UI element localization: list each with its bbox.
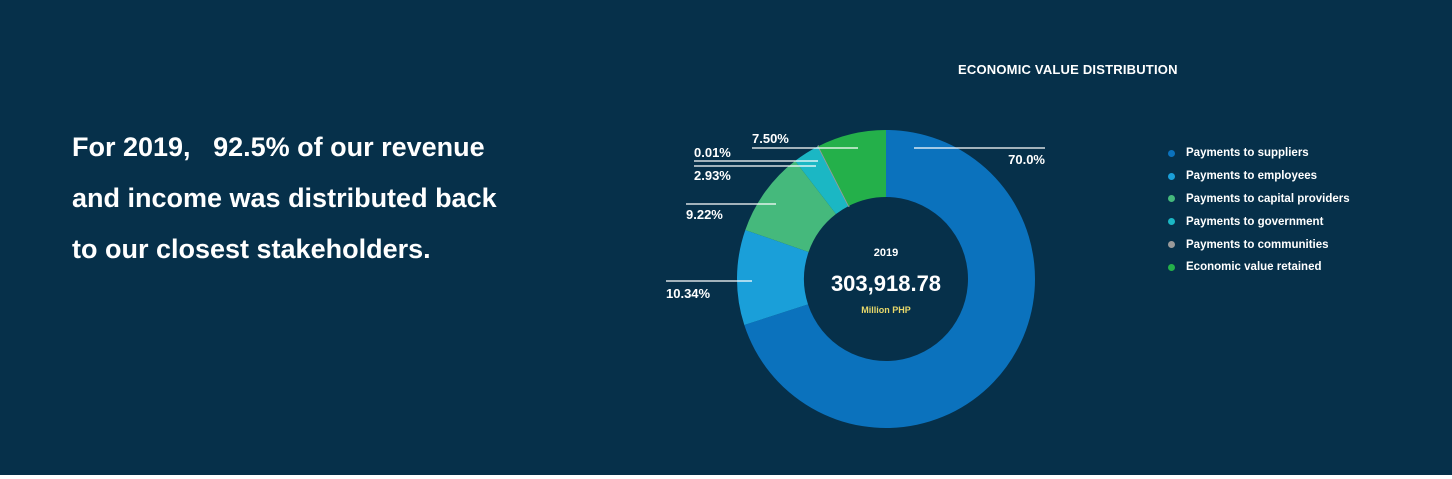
legend-item: Payments to employees <box>1168 165 1350 188</box>
legend-swatch <box>1168 149 1175 157</box>
data-label: 10.34% <box>666 286 711 301</box>
donut-slice-payments-to-government <box>795 146 849 215</box>
data-label: 9.22% <box>686 207 723 222</box>
donut-slice-payments-to-capital-providers <box>745 160 836 253</box>
center-unit-label: Million PHP <box>861 305 911 315</box>
legend-swatch <box>1168 241 1175 249</box>
donut-slices <box>737 130 1036 429</box>
donut-slice-payments-to-employees <box>737 229 809 326</box>
legend-item: Payments to government <box>1168 210 1350 233</box>
legend-label: Payments to capital providers <box>1186 192 1350 205</box>
legend-item: Economic value retained <box>1168 256 1350 279</box>
legend-swatch <box>1168 218 1175 226</box>
legend-label: Payments to employees <box>1186 170 1318 183</box>
legend-swatch <box>1168 263 1175 271</box>
legend-label: Economic value retained <box>1186 261 1322 274</box>
legend-label: Payments to government <box>1186 215 1324 228</box>
legend-swatch <box>1168 195 1175 203</box>
legend-swatch <box>1168 172 1175 180</box>
center-total-value: 303,918.78 <box>831 271 941 296</box>
headline-text: For 2019, 92.5% of our revenue and incom… <box>72 132 505 264</box>
donut-leader-lines <box>666 147 1045 282</box>
center-year-label: 2019 <box>874 247 898 259</box>
chart-legend: Payments to suppliers Payments to employe… <box>1168 142 1350 279</box>
donut-slice-payments-to-suppliers <box>744 130 1036 429</box>
data-label: 70.0% <box>1008 152 1045 167</box>
legend-label: Payments to communities <box>1186 238 1329 251</box>
legend-item: Payments to capital providers <box>1168 188 1350 211</box>
data-label: 0.01% <box>694 145 731 160</box>
legend-item: Payments to suppliers <box>1168 142 1350 165</box>
donut-data-labels: 70.0% 10.34% 9.22% 2.93% 0.01% 7.50% <box>666 131 1045 301</box>
data-label: 2.93% <box>694 168 731 183</box>
legend-item: Payments to communities <box>1168 233 1350 256</box>
donut-slice-economic-value-retained <box>818 130 886 206</box>
chart-title: ECONOMIC VALUE DISTRIBUTION <box>958 62 1178 77</box>
data-label: 7.50% <box>752 131 789 146</box>
legend-label: Payments to suppliers <box>1186 147 1309 160</box>
